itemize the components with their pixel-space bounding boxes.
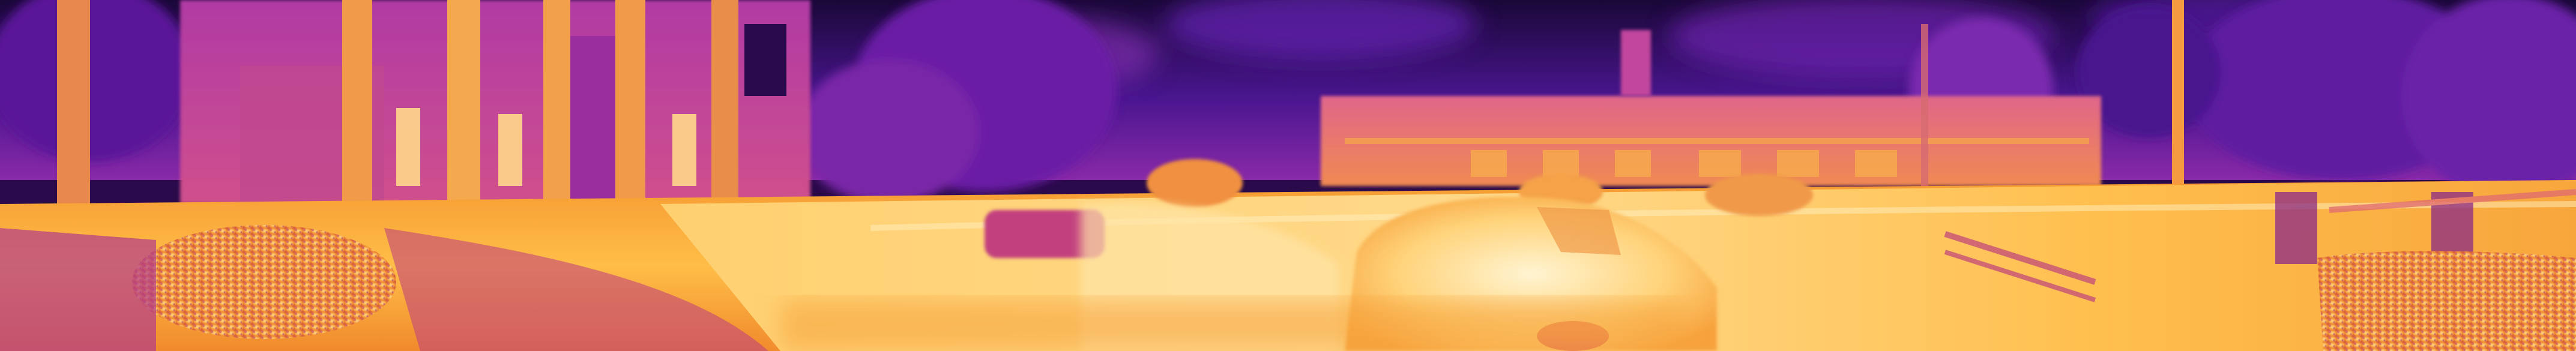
building-columns xyxy=(57,0,738,216)
gravel-bed-right xyxy=(2317,251,2576,351)
gravel-bed xyxy=(132,225,396,339)
trees xyxy=(0,0,2576,204)
low-building-far xyxy=(1321,30,2101,186)
building-with-columns xyxy=(57,0,810,216)
